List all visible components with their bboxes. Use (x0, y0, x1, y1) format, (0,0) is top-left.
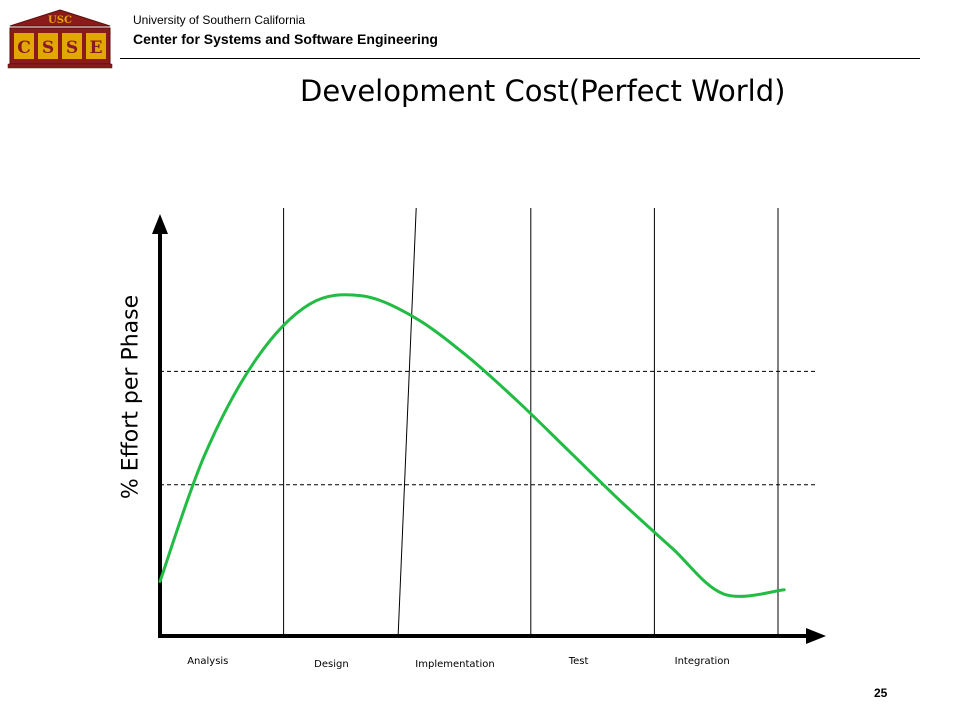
logo-block-4 (86, 33, 106, 59)
logo-letter-s1: S (42, 38, 54, 58)
org-center-name: Center for Systems and Software Engineer… (133, 31, 438, 47)
usc-csse-logo: USC C S S E (7, 9, 113, 69)
effort-curve-1 (158, 293, 786, 598)
logo-base (7, 63, 113, 69)
y-axis-arrow (152, 214, 168, 234)
phase-boundary-line-2 (397, 207, 417, 635)
logo-roof (9, 9, 111, 27)
phase-label-analysis: Analysis (187, 656, 228, 667)
phase-label-test: Test (568, 656, 589, 667)
org-university-name: University of Southern California (133, 13, 306, 27)
logo-block-1 (14, 33, 34, 59)
phase-label-integration: Integration (675, 656, 730, 667)
x-axis-arrow (806, 628, 826, 644)
logo-letter-s2: S (66, 38, 78, 58)
logo-block-2 (38, 33, 58, 59)
logo-letter-c: C (17, 38, 31, 58)
logo-usc-text: USC (48, 15, 72, 26)
slide-title: Development Cost(Perfect World) (300, 74, 786, 108)
phase-label-implementation: Implementation (415, 659, 494, 670)
header-divider (120, 58, 920, 59)
logo-letter-e: E (90, 38, 103, 58)
page-number: 25 (874, 686, 888, 700)
logo-block-3 (62, 33, 82, 59)
phase-label-design: Design (314, 659, 349, 670)
